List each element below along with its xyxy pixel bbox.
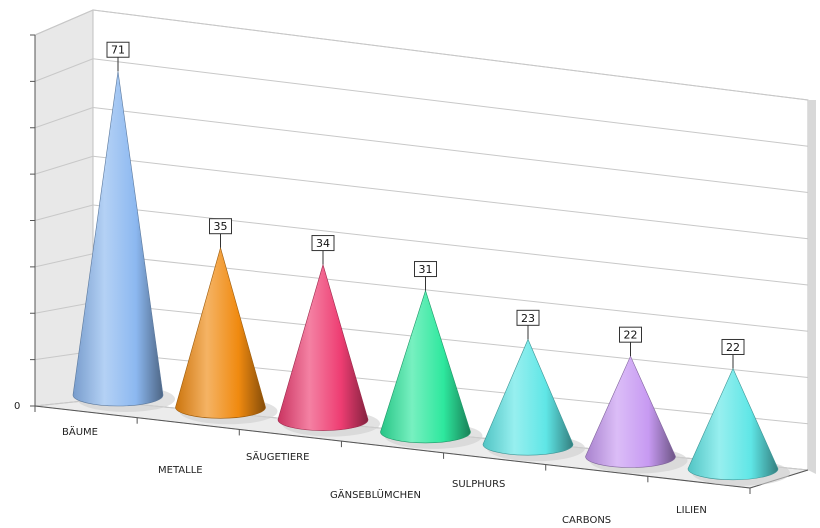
value-label: 35	[214, 220, 228, 233]
cone-body	[687, 367, 779, 481]
category-label: CARBONS	[562, 515, 611, 526]
value-label: 31	[419, 263, 433, 276]
gridline-side	[34, 155, 94, 175]
value-label: 22	[726, 341, 740, 354]
category-label: GÄNSEBLÜMCHEN	[330, 488, 421, 501]
category-labels: BÄUME METALLE SÄUGETIERE GÄNSEBLÜMCHEN SULPH…	[62, 425, 707, 526]
cone-4: 31	[380, 261, 483, 449]
value-label-box	[106, 41, 130, 58]
cone-body	[72, 71, 164, 407]
gridline	[92, 58, 809, 147]
x-ticks	[34, 406, 751, 494]
gridline	[92, 9, 809, 101]
cone-3: 34	[277, 235, 380, 437]
y-tick-label-0: 0	[14, 401, 20, 412]
value-label-box	[619, 326, 642, 343]
value-label-box	[516, 309, 540, 326]
value-label: 34	[316, 237, 330, 250]
cone-body	[175, 246, 266, 419]
value-label-box	[414, 261, 437, 278]
gridline-side	[34, 302, 94, 314]
gridline-side	[34, 253, 94, 268]
value-label: 23	[521, 312, 535, 325]
gridline-side	[34, 9, 94, 36]
cone-body	[277, 263, 369, 431]
value-label-box	[721, 338, 745, 355]
y-ticks	[30, 34, 35, 407]
cones: 71 35 34 31 23 22 22	[72, 41, 790, 486]
gridline	[92, 107, 809, 193]
value-label: 71	[111, 44, 125, 57]
gridline-side	[34, 204, 94, 221]
chart-back-wall-edge	[808, 100, 816, 474]
category-label: METALLE	[158, 465, 203, 476]
category-label: SULPHURS	[452, 479, 505, 490]
gridline	[92, 155, 809, 240]
value-label: 22	[624, 329, 638, 342]
cone-body	[585, 355, 676, 468]
cone-1: 71	[72, 41, 175, 412]
gridline-side	[34, 107, 94, 129]
cone-body	[380, 289, 471, 444]
category-label: LILIEN	[676, 505, 707, 516]
gridline	[92, 253, 809, 332]
cone-body	[482, 338, 574, 456]
cone-5: 23	[482, 309, 585, 462]
category-label: BÄUME	[62, 425, 98, 438]
cone-7: 22	[687, 338, 790, 486]
x-axis	[34, 405, 751, 489]
category-label: SÄUGETIERE	[246, 450, 309, 463]
gridline-side	[34, 58, 94, 82]
value-label-box	[209, 218, 232, 235]
cone-2: 35	[175, 218, 278, 425]
value-label-box	[311, 235, 335, 252]
cone-6: 22	[585, 326, 688, 474]
